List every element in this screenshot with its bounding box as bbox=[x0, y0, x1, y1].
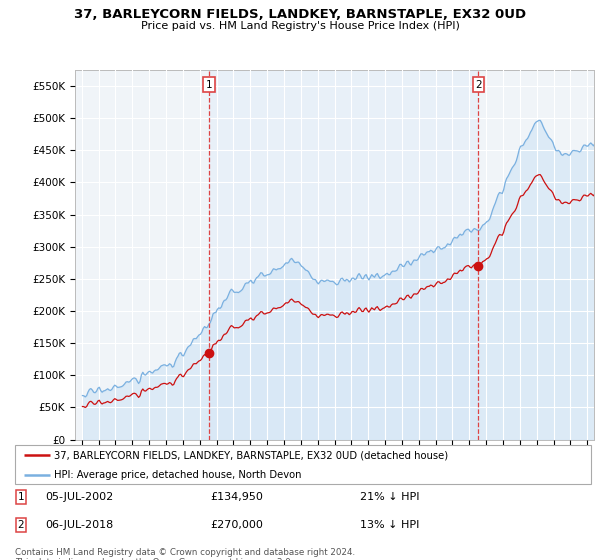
Text: 2: 2 bbox=[17, 520, 25, 530]
Text: 06-JUL-2018: 06-JUL-2018 bbox=[45, 520, 113, 530]
Text: 05-JUL-2002: 05-JUL-2002 bbox=[45, 492, 113, 502]
Text: 1: 1 bbox=[206, 80, 212, 90]
Text: Contains HM Land Registry data © Crown copyright and database right 2024.
This d: Contains HM Land Registry data © Crown c… bbox=[15, 548, 355, 560]
Text: 21% ↓ HPI: 21% ↓ HPI bbox=[360, 492, 419, 502]
Text: 1: 1 bbox=[17, 492, 25, 502]
Text: HPI: Average price, detached house, North Devon: HPI: Average price, detached house, Nort… bbox=[54, 470, 302, 479]
Text: £134,950: £134,950 bbox=[210, 492, 263, 502]
Text: Price paid vs. HM Land Registry's House Price Index (HPI): Price paid vs. HM Land Registry's House … bbox=[140, 21, 460, 31]
Text: 37, BARLEYCORN FIELDS, LANDKEY, BARNSTAPLE, EX32 0UD (detached house): 37, BARLEYCORN FIELDS, LANDKEY, BARNSTAP… bbox=[54, 450, 448, 460]
Text: 37, BARLEYCORN FIELDS, LANDKEY, BARNSTAPLE, EX32 0UD: 37, BARLEYCORN FIELDS, LANDKEY, BARNSTAP… bbox=[74, 8, 526, 21]
Text: 2: 2 bbox=[475, 80, 482, 90]
Text: £270,000: £270,000 bbox=[210, 520, 263, 530]
FancyBboxPatch shape bbox=[15, 445, 591, 484]
Text: 13% ↓ HPI: 13% ↓ HPI bbox=[360, 520, 419, 530]
Bar bbox=[209, 70, 478, 440]
